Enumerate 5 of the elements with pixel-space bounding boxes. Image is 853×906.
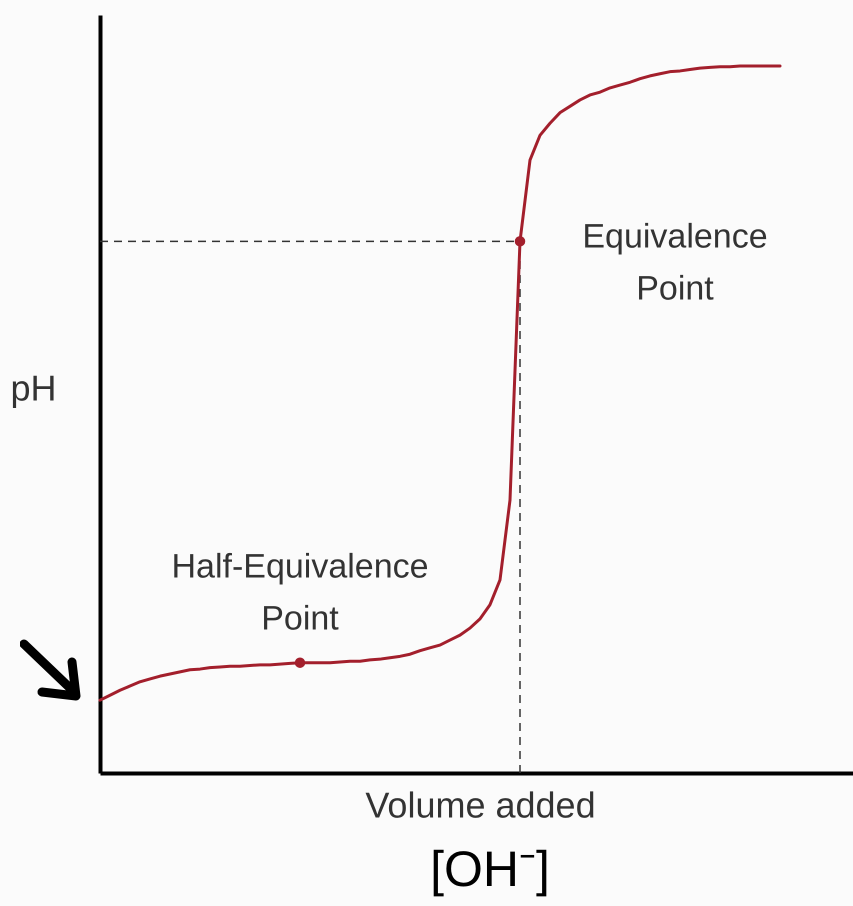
text: [OH⁻] — [430, 841, 550, 897]
y-axis-title: pH — [10, 368, 57, 408]
annotation: Half-Equivalence Point — [171, 548, 429, 638]
annotation: Equivalence Point — [582, 217, 768, 308]
x-axis-title: Volume added — [365, 784, 596, 826]
